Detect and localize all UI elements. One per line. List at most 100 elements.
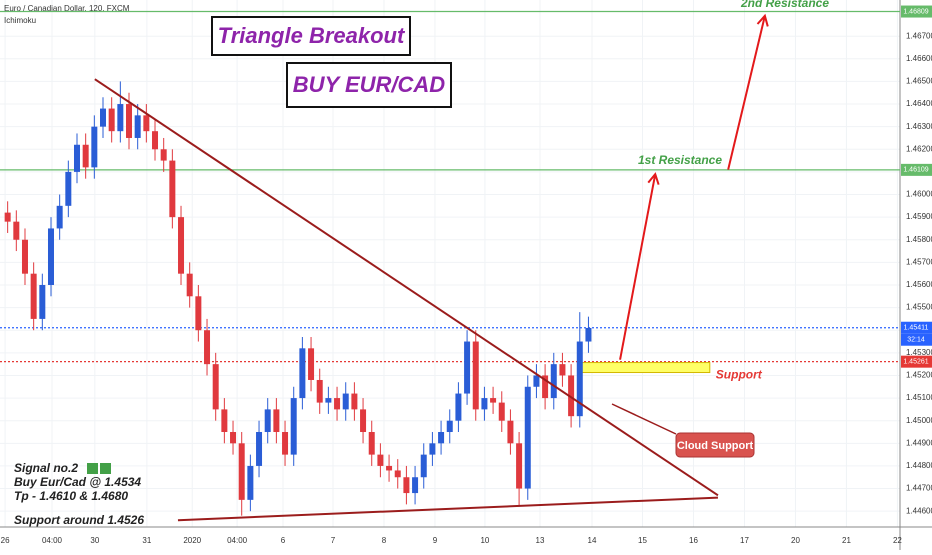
y-tick-label: 1.44700 bbox=[906, 484, 932, 493]
candle-body bbox=[73, 144, 80, 172]
y-tick-label: 1.46500 bbox=[906, 77, 932, 86]
y-tick-label: 1.46000 bbox=[906, 190, 932, 199]
title: Triangle Breakout bbox=[218, 23, 406, 48]
candle-body bbox=[21, 239, 28, 274]
candle-body bbox=[186, 273, 193, 297]
x-tick-label: 16 bbox=[689, 536, 698, 545]
x-tick-label: 2020 bbox=[183, 536, 201, 545]
candle-body bbox=[273, 409, 280, 433]
candle-body bbox=[420, 454, 427, 478]
y-tick-label: 1.45100 bbox=[906, 393, 932, 402]
y-tick-label: 1.46700 bbox=[906, 31, 932, 40]
y-tick-label: 1.45500 bbox=[906, 303, 932, 312]
x-tick-label: 13 bbox=[536, 536, 545, 545]
candle-body bbox=[334, 398, 341, 410]
candle-body bbox=[39, 284, 46, 319]
y-tick-label: 1.44900 bbox=[906, 438, 932, 447]
price-tag-label: 1.46809 bbox=[903, 8, 928, 15]
candle-body bbox=[481, 398, 488, 410]
x-tick-label: 7 bbox=[331, 536, 336, 545]
candle-body bbox=[264, 409, 271, 433]
x-tick-label: 14 bbox=[588, 536, 597, 545]
candle-body bbox=[394, 470, 401, 478]
candle-body bbox=[238, 443, 245, 500]
candle-body bbox=[247, 465, 254, 500]
price-tag bbox=[901, 355, 932, 368]
candle-body bbox=[585, 327, 592, 342]
candle-body bbox=[290, 398, 297, 455]
cloud-support-label: Cloud Support bbox=[677, 440, 754, 452]
candle-body bbox=[178, 217, 185, 274]
candle-body bbox=[507, 420, 514, 444]
candle-body bbox=[464, 341, 471, 394]
arrow bbox=[727, 15, 766, 170]
countdown-label: 32:14 bbox=[907, 337, 925, 344]
y-tick-label: 1.44600 bbox=[906, 506, 932, 515]
x-tick-label: 17 bbox=[740, 536, 749, 545]
price-tag-label: 1.45261 bbox=[903, 359, 928, 366]
signal-line: Tp - 1.4610 & 1.4680 bbox=[14, 489, 128, 503]
candle-body bbox=[169, 160, 176, 218]
price-tag bbox=[901, 321, 932, 334]
arrow bbox=[619, 173, 657, 360]
candle-body bbox=[108, 108, 115, 132]
candle-body bbox=[256, 432, 263, 466]
candle-body bbox=[325, 398, 332, 403]
y-tick-label: 1.44800 bbox=[906, 461, 932, 470]
cloud-support-box bbox=[675, 432, 755, 458]
signal-line: Signal no.2 bbox=[14, 461, 78, 475]
x-tick-label: 6 bbox=[281, 536, 286, 545]
price-tag-label: 1.45411 bbox=[904, 325, 929, 332]
candle-body bbox=[542, 375, 549, 399]
candle-body bbox=[308, 348, 315, 380]
candle-body bbox=[472, 341, 479, 410]
x-tick-label: 21 bbox=[842, 536, 851, 545]
x-tick-label: 04:00 bbox=[42, 536, 63, 545]
cloud-support-pointer bbox=[611, 403, 677, 435]
signal-line: Buy Eur/Cad @ 1.4534 bbox=[14, 475, 141, 489]
candle-body bbox=[195, 296, 202, 331]
y-tick-label: 1.45800 bbox=[906, 235, 932, 244]
y-tick-label: 1.45300 bbox=[906, 348, 932, 357]
subtitle-box bbox=[286, 62, 452, 108]
candle-body bbox=[13, 221, 20, 240]
icon bbox=[100, 463, 111, 474]
price-tag bbox=[901, 5, 932, 18]
candle-body bbox=[429, 443, 436, 455]
x-tick-label: 10 bbox=[480, 536, 489, 545]
candle-body bbox=[82, 144, 89, 168]
candle-body bbox=[152, 131, 159, 150]
candle-body bbox=[134, 115, 141, 138]
arrow-head bbox=[756, 13, 769, 27]
resistance-label: 2nd Resistance bbox=[740, 0, 829, 10]
candle-body bbox=[386, 465, 393, 471]
arrow-head bbox=[647, 172, 660, 185]
price-tag-label: 1.46109 bbox=[903, 167, 928, 174]
x-tick-label: 15 bbox=[638, 536, 647, 545]
x-tick-label: 8 bbox=[382, 536, 387, 545]
candle-body bbox=[446, 420, 453, 433]
candle-body bbox=[403, 477, 410, 494]
support-label: Support bbox=[716, 368, 763, 382]
candle-body bbox=[533, 375, 540, 387]
x-tick-label: 20 bbox=[791, 536, 800, 545]
candle-body bbox=[342, 393, 349, 410]
y-tick-label: 1.45200 bbox=[906, 371, 932, 380]
x-tick-label: 31 bbox=[142, 536, 151, 545]
resistance-label: 1st Resistance bbox=[638, 153, 722, 167]
x-tick-label: 22 bbox=[893, 536, 902, 545]
x-tick-label: 04:00 bbox=[227, 536, 248, 545]
candle-body bbox=[143, 115, 150, 132]
y-tick-label: 1.45000 bbox=[906, 416, 932, 425]
icon bbox=[87, 463, 98, 474]
candle-body bbox=[4, 212, 11, 222]
y-tick-label: 1.46600 bbox=[906, 54, 932, 63]
candle-body bbox=[490, 398, 497, 403]
candle-body bbox=[212, 364, 219, 410]
y-tick-label: 1.46400 bbox=[906, 99, 932, 108]
candle-body bbox=[204, 330, 211, 365]
title-box bbox=[211, 16, 411, 56]
x-tick-label: 30 bbox=[90, 536, 99, 545]
candle-body bbox=[100, 108, 107, 127]
